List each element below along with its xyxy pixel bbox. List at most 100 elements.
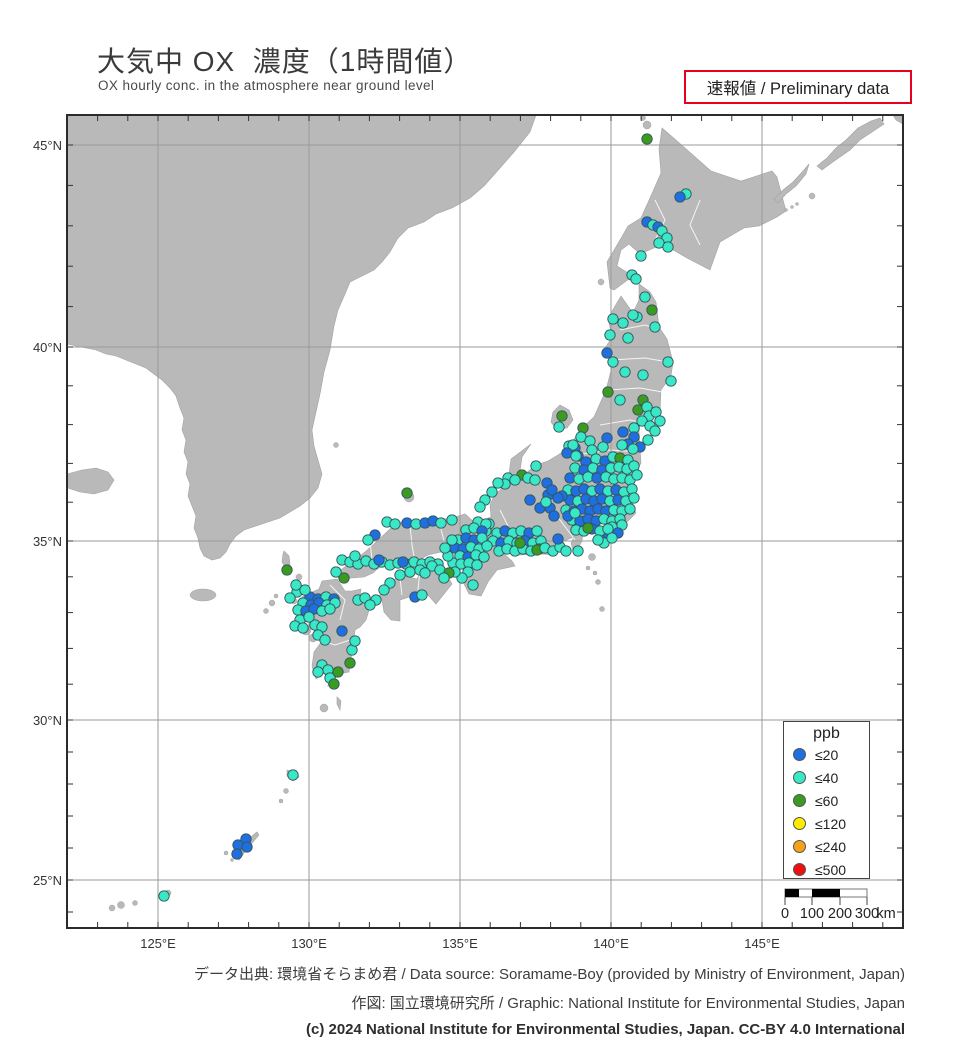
station-dot	[349, 550, 361, 562]
islet	[268, 599, 276, 607]
station-dot	[328, 678, 340, 690]
land-polygon	[336, 696, 342, 712]
station-dot	[627, 309, 639, 321]
station-dot	[606, 532, 618, 544]
islet	[108, 904, 116, 912]
station-dot	[492, 477, 504, 489]
station-dot	[486, 486, 498, 498]
legend-color-dot	[793, 748, 806, 761]
station-dot	[616, 439, 628, 451]
footer-data-source: データ出典: 環境省そらまめ君 / Data source: Soramame-…	[193, 966, 905, 983]
legend-row: ≤120	[784, 812, 869, 835]
latitude-label: 25°N	[32, 873, 62, 888]
legend-row: ≤500	[784, 858, 869, 881]
legend-threshold-label: ≤240	[815, 838, 847, 855]
station-dot	[642, 434, 654, 446]
station-dot	[312, 666, 324, 678]
station-dot	[478, 551, 490, 563]
page-title: 大気中 OX 濃度（1時間値）	[97, 46, 473, 77]
islet	[117, 901, 125, 909]
legend: ppb ≤20 ≤40 ≤60 ≤120 ≤240 ≤500	[783, 721, 870, 879]
legend-threshold-label: ≤120	[815, 815, 847, 832]
station-dot	[560, 545, 572, 557]
islet	[333, 442, 339, 448]
station-dot	[344, 657, 356, 669]
prefecture-border	[409, 524, 416, 563]
station-dot	[284, 592, 296, 604]
station-dot	[241, 841, 253, 853]
station-dot	[628, 492, 640, 504]
land-polygon	[67, 467, 115, 495]
station-dot	[509, 474, 521, 486]
station-dot	[324, 603, 336, 615]
station-dot	[617, 317, 629, 329]
page-subtitle: OX hourly conc. in the atmosphere near g…	[98, 78, 435, 93]
station-dot	[604, 329, 616, 341]
station-dot	[401, 487, 413, 499]
station-dot	[569, 507, 581, 519]
station-dot	[619, 366, 631, 378]
longitude-label: 125°E	[140, 936, 176, 951]
station-dot	[646, 304, 658, 316]
station-dot	[546, 484, 558, 496]
station-dot	[553, 421, 565, 433]
station-dot	[572, 545, 584, 557]
islet	[597, 278, 605, 286]
station-dot	[287, 769, 299, 781]
legend-color-dot	[793, 817, 806, 830]
land-polygon	[773, 163, 810, 204]
legend-color-dot	[793, 771, 806, 784]
islet	[808, 192, 816, 200]
station-dot	[404, 566, 416, 578]
legend-color-dot	[793, 794, 806, 807]
prefecture-border	[689, 199, 701, 246]
latitude-label: 45°N	[32, 138, 62, 153]
station-dot	[303, 611, 315, 623]
station-dot	[607, 313, 619, 325]
station-dot	[439, 542, 451, 554]
station-dot	[636, 415, 648, 427]
islet	[132, 900, 138, 906]
islet	[319, 703, 329, 713]
station-dot	[529, 474, 541, 486]
station-dot	[607, 356, 619, 368]
station-dot	[654, 415, 666, 427]
station-dot	[649, 425, 661, 437]
station-dot	[158, 890, 170, 902]
legend-threshold-label: ≤40	[815, 769, 839, 786]
station-dot	[336, 625, 348, 637]
station-dot	[332, 666, 344, 678]
station-dot	[639, 291, 651, 303]
latitude-label: 30°N	[32, 713, 62, 728]
station-dot	[471, 559, 483, 571]
station-dot	[330, 566, 342, 578]
station-dot	[631, 469, 643, 481]
scalebar-tick-label: 100	[799, 906, 825, 922]
footer-graphic-credit: 作図: 国立環境研究所 / Graphic: National Institut…	[351, 995, 905, 1012]
station-dot	[597, 441, 609, 453]
station-dot	[637, 369, 649, 381]
longitude-label: 135°E	[442, 936, 478, 951]
station-dot	[635, 250, 647, 262]
prefecture-border	[607, 387, 663, 393]
station-dot	[556, 410, 568, 422]
islet	[295, 573, 303, 581]
islet	[588, 553, 596, 561]
station-dot	[394, 569, 406, 581]
station-dot	[349, 635, 361, 647]
longitude-label: 130°E	[291, 936, 327, 951]
station-dot	[641, 133, 653, 145]
scalebar-tick-label: 300	[854, 906, 880, 922]
station-dot	[617, 426, 629, 438]
latitude-label: 40°N	[32, 340, 62, 355]
station-dot	[416, 589, 428, 601]
islet	[790, 205, 794, 209]
legend-color-dot	[793, 840, 806, 853]
station-dot	[592, 534, 604, 546]
station-dot	[674, 191, 686, 203]
prefecture-border	[329, 584, 346, 621]
station-dot	[540, 496, 552, 508]
station-dot	[474, 501, 486, 513]
scalebar-tick-label: 200	[827, 906, 853, 922]
